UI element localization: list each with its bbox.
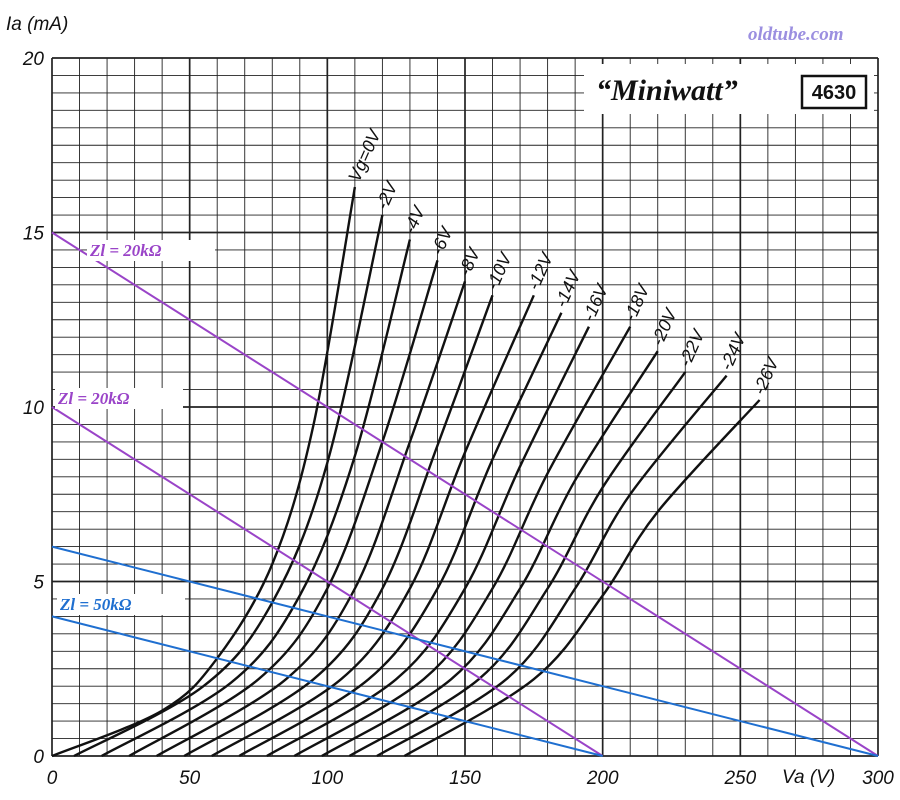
load-line-label-bg: [57, 594, 185, 615]
brand-logo: “Miniwatt”: [596, 74, 738, 107]
curve-label: -24V: [716, 329, 751, 374]
y-tick-label: 15: [23, 224, 45, 245]
curve-vg-6: [211, 294, 535, 758]
curve-vg-5: [183, 294, 494, 758]
curve-vg-4: [155, 281, 467, 758]
y-tick-label: 20: [22, 49, 45, 70]
curve-label: -8V: [454, 243, 484, 279]
curve-label: -6V: [427, 223, 457, 259]
curve-vg-2: [101, 239, 412, 758]
curve-label: -20V: [647, 304, 682, 349]
characteristic-curves: [51, 186, 761, 758]
curve-label: -12V: [523, 248, 558, 293]
curve-label: -10V: [482, 248, 517, 293]
curve-vg-10: [321, 350, 659, 758]
curve-vg-8: [266, 326, 590, 758]
model-box: [800, 74, 868, 110]
x-tick-label: 0: [47, 768, 58, 789]
curve-label: -14V: [551, 266, 586, 311]
load-line-2: [51, 545, 879, 757]
curve-vg-1: [73, 214, 384, 758]
load-line-label: Zl = 20kΩ: [57, 389, 130, 408]
tick-labels: 0 50 100 150 200 250 300 0 5 10 15 20: [22, 49, 894, 789]
x-tick-label: 250: [723, 768, 756, 789]
x-tick-label: 150: [449, 768, 481, 789]
load-lines: Zl = 20kΩ Zl = 20kΩ Zl = 50kΩ: [51, 231, 879, 757]
curve-vg-0: [51, 186, 357, 758]
curve-vg-7: [238, 312, 563, 758]
curve-label: -22V: [675, 325, 710, 370]
curve-vg-9: [293, 326, 632, 758]
y-tick-label: 0: [33, 747, 44, 768]
load-line-3: [51, 615, 603, 757]
load-line-0: [51, 231, 879, 757]
curve-vg-13: [403, 399, 761, 758]
load-line-label-bg: [55, 388, 183, 409]
watermark: oldtube.com: [748, 24, 844, 45]
curve-label: Vg=0V: [344, 125, 385, 185]
x-tick-label: 300: [862, 768, 894, 789]
y-axis-label: Ia (mA): [6, 14, 68, 35]
x-tick-label: 100: [311, 768, 343, 789]
x-tick-label: 50: [179, 768, 201, 789]
model-number: 4630: [812, 82, 857, 104]
x-axis-label: Va (V): [782, 767, 835, 788]
curve-vg-12: [376, 374, 728, 758]
load-line-label-bg: [87, 240, 215, 261]
y-tick-label: 5: [33, 573, 44, 594]
curve-label: -26V: [749, 353, 784, 398]
load-line-label: Zl = 50kΩ: [59, 595, 132, 614]
curve-label: -2V: [372, 177, 402, 213]
x-tick-label: 200: [586, 768, 619, 789]
x-axis-label-bg: [778, 764, 838, 788]
load-line-label: Zl = 20kΩ: [89, 241, 162, 260]
load-line-1: [51, 406, 604, 757]
y-tick-label: 10: [23, 398, 45, 419]
